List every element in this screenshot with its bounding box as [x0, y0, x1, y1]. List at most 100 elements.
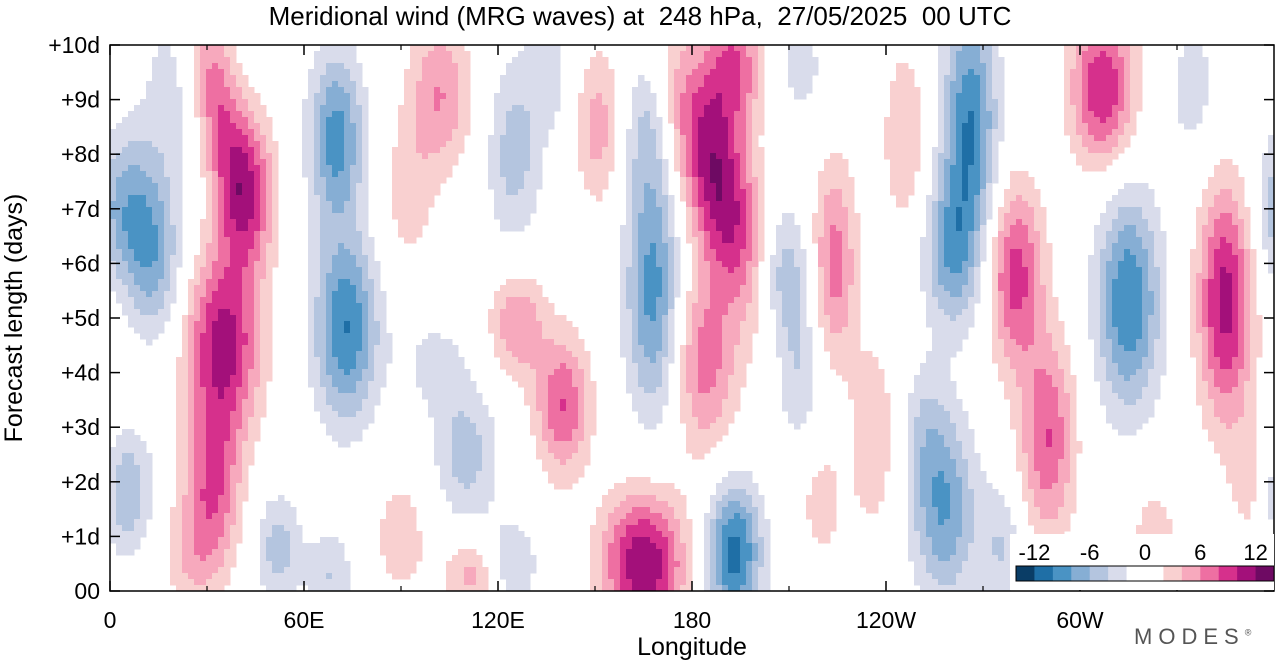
field-cell	[578, 393, 585, 400]
field-cell	[212, 381, 231, 388]
field-cell	[632, 213, 639, 220]
field-cell	[1070, 447, 1083, 454]
field-cell	[1040, 237, 1047, 244]
field-cell	[1088, 279, 1101, 286]
field-cell	[920, 489, 933, 496]
field-cell	[500, 543, 531, 550]
field-cell	[680, 117, 693, 124]
field-cell	[722, 165, 735, 172]
field-cell	[602, 567, 609, 574]
field-cell	[254, 345, 261, 352]
field-cell	[374, 357, 393, 364]
field-cell	[578, 417, 585, 424]
field-cell	[1220, 159, 1233, 166]
field-cell	[1070, 393, 1077, 400]
field-cell	[302, 165, 315, 172]
field-cell	[368, 339, 381, 346]
field-cell	[578, 123, 591, 130]
field-cell	[248, 225, 261, 232]
field-cell	[962, 513, 975, 520]
field-cell	[434, 105, 441, 112]
field-cell	[1034, 405, 1059, 412]
field-cell	[740, 213, 747, 220]
field-cell	[1208, 267, 1215, 274]
field-cell	[752, 501, 765, 508]
field-cell	[968, 297, 981, 304]
field-cell	[830, 225, 837, 232]
y-tick-label: +5d	[61, 305, 100, 331]
field-cell	[416, 147, 441, 154]
field-cell	[1250, 297, 1257, 304]
field-cell	[530, 129, 549, 136]
field-cell	[962, 309, 975, 316]
field-cell	[110, 153, 117, 160]
field-cell	[632, 225, 639, 232]
field-cell	[398, 219, 429, 226]
field-cell	[818, 279, 825, 286]
field-cell	[632, 195, 645, 202]
field-cell	[374, 363, 387, 370]
field-cell	[134, 525, 147, 532]
colorbar-swatch	[1016, 566, 1035, 581]
field-cell	[176, 459, 189, 466]
field-cell	[260, 333, 273, 340]
field-cell	[236, 357, 243, 364]
field-cell	[356, 153, 363, 160]
field-cell	[1214, 273, 1221, 280]
field-cell	[170, 507, 183, 514]
field-cell	[710, 573, 717, 580]
field-cell	[1154, 243, 1167, 250]
field-cell	[962, 183, 969, 190]
field-cell	[440, 147, 465, 154]
field-cell	[1238, 213, 1251, 220]
field-cell	[752, 201, 759, 208]
field-cell	[218, 171, 231, 178]
field-cell	[122, 117, 183, 124]
field-cell	[1010, 303, 1023, 310]
field-cell	[416, 135, 453, 142]
field-cell	[242, 273, 255, 280]
field-cell	[422, 153, 429, 160]
field-cell	[686, 75, 705, 82]
field-cell	[854, 411, 891, 418]
field-cell	[1022, 255, 1035, 262]
field-cell	[968, 69, 975, 76]
field-cell	[1208, 177, 1245, 184]
field-cell	[758, 189, 765, 196]
field-cell	[362, 285, 375, 292]
field-cell	[1028, 267, 1035, 274]
field-cell	[188, 399, 195, 406]
field-cell	[686, 441, 717, 448]
field-cell	[1100, 387, 1113, 394]
field-cell	[776, 309, 783, 316]
field-cell	[656, 315, 663, 322]
field-cell	[854, 417, 891, 424]
field-cell	[314, 177, 327, 184]
field-cell	[230, 495, 237, 502]
field-cell	[1130, 45, 1143, 52]
field-cell	[908, 477, 915, 484]
field-cell	[938, 129, 945, 136]
field-cell	[992, 351, 1005, 358]
field-cell	[230, 165, 249, 172]
field-cell	[998, 321, 1005, 328]
field-cell	[110, 141, 129, 148]
field-cell	[1268, 183, 1275, 190]
field-cell	[662, 567, 669, 574]
field-cell	[752, 81, 759, 88]
field-cell	[1238, 327, 1245, 334]
field-cell	[644, 195, 657, 202]
field-cell	[1268, 489, 1275, 496]
field-cell	[734, 363, 747, 370]
field-cell	[842, 237, 849, 244]
field-cell	[308, 183, 315, 190]
field-cell	[920, 273, 933, 280]
field-cell	[620, 519, 639, 526]
field-cell	[224, 441, 237, 448]
field-cell	[998, 243, 1005, 250]
field-cell	[1112, 111, 1119, 118]
field-cell	[650, 357, 657, 364]
field-cell	[626, 375, 639, 382]
field-cell	[518, 189, 537, 196]
field-cell	[212, 147, 219, 154]
